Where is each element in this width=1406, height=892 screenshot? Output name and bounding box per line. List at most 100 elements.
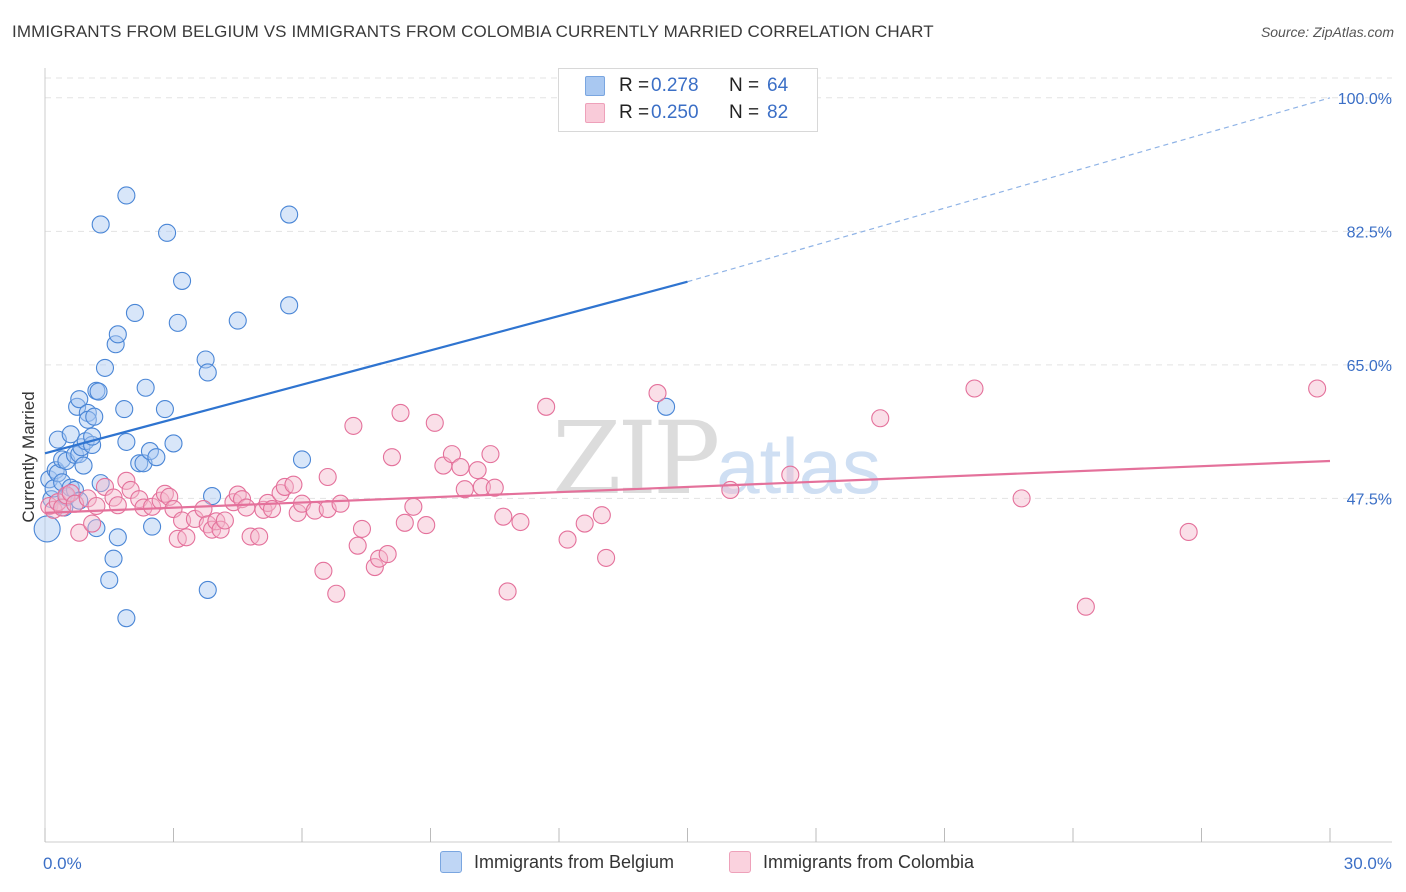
x-tick-label-min: 0.0% bbox=[43, 854, 82, 873]
colombia-points bbox=[40, 379, 1327, 616]
belgium-point bbox=[33, 515, 61, 543]
colombia-point bbox=[597, 548, 616, 567]
colombia-point bbox=[1012, 489, 1031, 508]
colombia-point bbox=[442, 445, 461, 464]
colombia-point bbox=[284, 475, 303, 494]
belgium-point bbox=[143, 517, 162, 536]
x-tick-label-max: 30.0% bbox=[1344, 854, 1392, 873]
chart-title: IMMIGRANTS FROM BELGIUM VS IMMIGRANTS FR… bbox=[12, 22, 934, 41]
colombia-point bbox=[382, 448, 402, 467]
stats-r-value: 0.278 bbox=[651, 75, 699, 96]
colombia-trend-line bbox=[44, 459, 1331, 514]
colombia-point bbox=[425, 413, 444, 432]
y-tick-label: 47.5% bbox=[1347, 491, 1392, 508]
colombia-point bbox=[352, 519, 372, 538]
colombia-point bbox=[481, 445, 500, 464]
belgium-point bbox=[657, 397, 676, 416]
legend: Immigrants from Belgium Immigrants from … bbox=[0, 851, 1406, 877]
belgium-point bbox=[228, 311, 247, 330]
legend-label-colombia: Immigrants from Colombia bbox=[763, 851, 975, 872]
belgium-trend-line bbox=[44, 280, 688, 455]
stats-n-value: 64 bbox=[767, 75, 789, 96]
belgium-point bbox=[70, 390, 89, 409]
colombia-point bbox=[232, 490, 252, 509]
stats-n-value: 82 bbox=[767, 102, 789, 123]
belgium-point bbox=[125, 303, 144, 323]
source-label: Source: ZipAtlas.com bbox=[1260, 24, 1394, 40]
belgium-point bbox=[158, 223, 177, 242]
colombia-point bbox=[592, 506, 611, 525]
belgium-point bbox=[164, 434, 183, 453]
belgium-trend-extension bbox=[687, 97, 1331, 283]
colombia-point bbox=[117, 471, 136, 490]
belgium-point bbox=[203, 487, 222, 506]
legend-swatch-belgium bbox=[440, 851, 462, 873]
belgium-point bbox=[117, 609, 136, 628]
y-axis-label: Currently Married bbox=[19, 391, 38, 522]
colombia-point bbox=[485, 478, 504, 497]
belgium-points bbox=[33, 186, 676, 628]
colombia-point bbox=[451, 458, 470, 477]
watermark: ZIPatlas bbox=[552, 400, 881, 517]
colombia-point bbox=[327, 584, 346, 603]
belgium-point bbox=[168, 313, 187, 332]
belgium-point bbox=[117, 186, 136, 205]
colombia-point bbox=[237, 498, 256, 517]
belgium-point bbox=[108, 325, 127, 344]
stats-r-label: R = bbox=[619, 102, 650, 123]
belgium-point bbox=[198, 363, 217, 382]
belgium-point bbox=[61, 425, 80, 444]
y-tick-label: 100.0% bbox=[1338, 91, 1392, 108]
belgium-point bbox=[280, 205, 299, 224]
stats-n-label: N = bbox=[729, 102, 760, 123]
colombia-point bbox=[348, 536, 367, 555]
watermark-atlas: atlas bbox=[716, 422, 882, 510]
y-tick-label: 82.5% bbox=[1347, 224, 1392, 241]
belgium-point bbox=[95, 358, 115, 377]
colombia-point bbox=[965, 379, 984, 398]
belgium-point bbox=[173, 271, 192, 290]
stats-n-label: N = bbox=[729, 75, 760, 96]
colombia-point bbox=[404, 497, 423, 516]
colombia-point bbox=[83, 514, 102, 533]
belgium-point bbox=[130, 454, 149, 473]
colombia-point bbox=[314, 561, 333, 580]
colombia-point bbox=[331, 494, 350, 513]
belgium-point bbox=[89, 382, 108, 401]
colombia-point bbox=[61, 483, 80, 503]
stats-box: R = 0.278 N = 64 R = 0.250 N = 82 bbox=[558, 68, 818, 132]
stats-r-value: 0.250 bbox=[651, 102, 699, 123]
watermark-zip: ZIP bbox=[552, 400, 720, 517]
legend-swatch-colombia bbox=[729, 851, 751, 873]
colombia-point bbox=[215, 511, 234, 530]
colombia-point bbox=[498, 582, 517, 601]
stats-swatch-belgium bbox=[585, 76, 605, 96]
colombia-point bbox=[370, 549, 389, 568]
colombia-point bbox=[211, 520, 230, 539]
belgium-point bbox=[147, 448, 166, 467]
legend-item-colombia[interactable]: Immigrants from Colombia bbox=[729, 851, 974, 873]
y-tick-label: 65.0% bbox=[1347, 358, 1392, 375]
belgium-point bbox=[48, 464, 67, 483]
colombia-point bbox=[575, 514, 594, 533]
stats-swatch-colombia bbox=[585, 103, 605, 123]
colombia-point bbox=[558, 530, 577, 549]
belgium-point bbox=[100, 570, 119, 590]
belgium-point bbox=[91, 215, 110, 234]
colombia-point bbox=[391, 403, 410, 422]
legend-item-belgium[interactable]: Immigrants from Belgium bbox=[440, 851, 674, 873]
belgium-point bbox=[104, 549, 123, 568]
colombia-point bbox=[365, 557, 384, 577]
belgium-point bbox=[74, 456, 93, 475]
colombia-point bbox=[494, 507, 513, 526]
colombia-point bbox=[511, 512, 530, 532]
gridlines bbox=[45, 77, 1392, 499]
colombia-point bbox=[70, 523, 89, 542]
colombia-point bbox=[250, 527, 269, 546]
colombia-point bbox=[537, 397, 556, 416]
colombia-point bbox=[194, 500, 213, 519]
belgium-point bbox=[108, 528, 127, 547]
colombia-point bbox=[871, 409, 890, 428]
colombia-point bbox=[1179, 522, 1198, 541]
